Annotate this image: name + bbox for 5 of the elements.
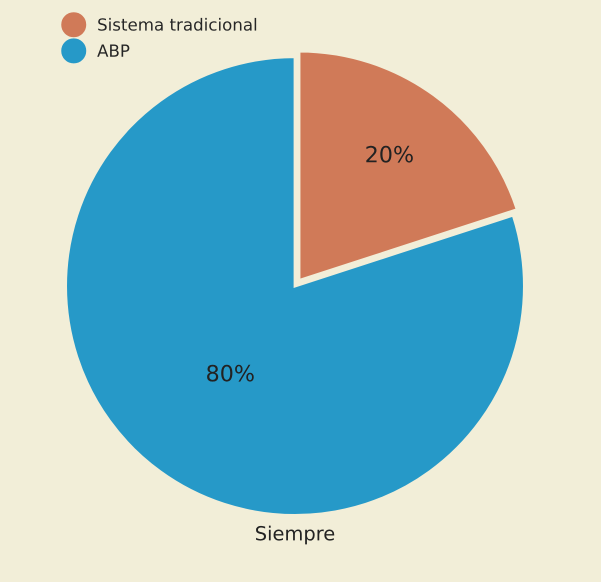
legend-label: ABP — [97, 44, 130, 57]
data-label: 80% — [207, 364, 254, 382]
text: Siempre — [256, 526, 334, 544]
legend-label: Sistema tradicional — [98, 18, 256, 31]
data-label: 20% — [366, 146, 413, 163]
